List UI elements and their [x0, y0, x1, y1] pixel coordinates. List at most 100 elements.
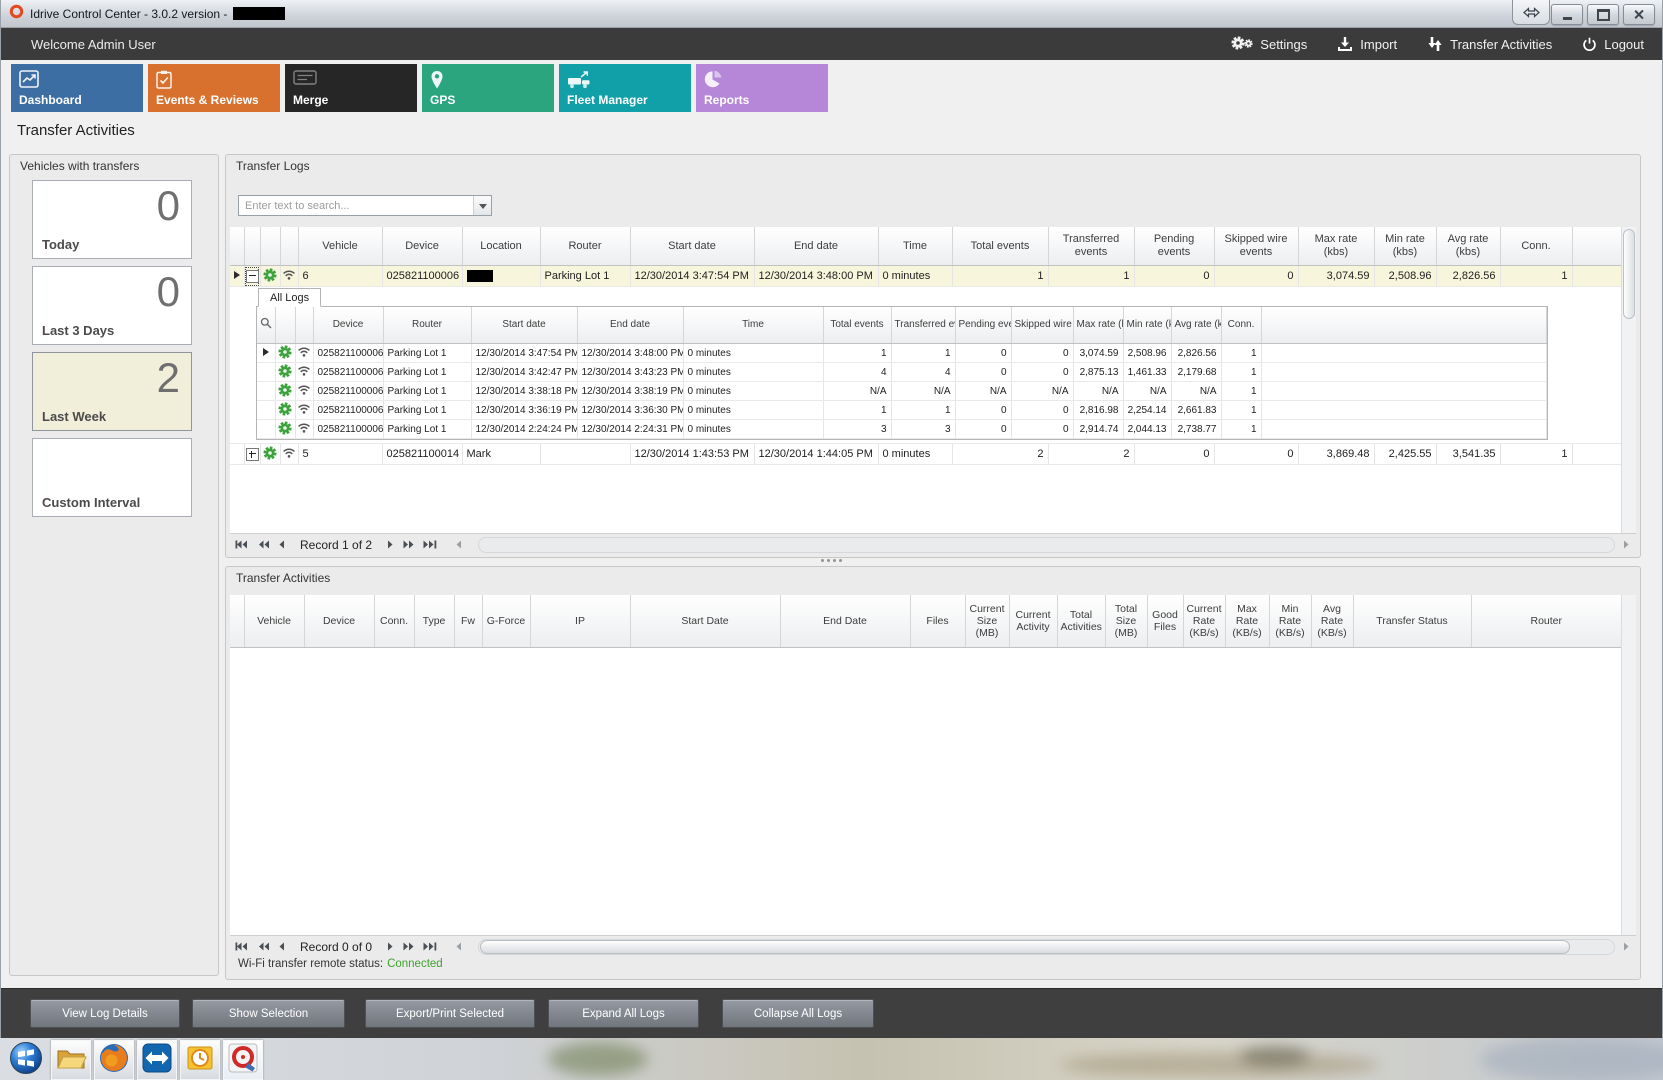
- column-header-total-events[interactable]: Total events: [823, 307, 892, 344]
- column-header-avg-rate-kb-s-[interactable]: Avg Rate (KB/s): [1311, 595, 1354, 648]
- activities-vertical-scrollbar[interactable]: [1621, 595, 1636, 935]
- activities-pager-horizontal-scrollbar[interactable]: [478, 938, 1615, 955]
- tab-fleet-manager[interactable]: Fleet Manager: [559, 64, 691, 112]
- empty-header[interactable]: [244, 227, 261, 266]
- all-logs-row[interactable]: 025821100006 Parking Lot 1 12/30/2014 3:36…: [257, 400, 1547, 420]
- import-button[interactable]: Import: [1337, 36, 1397, 52]
- column-header-skipped-wire-events[interactable]: Skipped wire events: [1214, 227, 1299, 266]
- tab-reports[interactable]: Reports: [696, 64, 828, 112]
- transfer-log-row[interactable]: 6 025821100006 Parking Lot 1 12/30/2014 3:4…: [230, 265, 1622, 287]
- column-header-good-files[interactable]: Good Files: [1147, 595, 1184, 648]
- column-header-device[interactable]: Device: [304, 595, 375, 648]
- column-header-max-rate-kb-s-[interactable]: Max Rate (KB/s): [1225, 595, 1270, 648]
- empty-header[interactable]: [295, 307, 314, 344]
- column-header-time[interactable]: Time: [683, 307, 824, 344]
- settings-button[interactable]: Settings: [1231, 35, 1307, 53]
- logs-pager-next-button[interactable]: [386, 540, 395, 549]
- column-header-vehicle[interactable]: Vehicle: [298, 227, 383, 266]
- column-header-fw[interactable]: Fw: [454, 595, 483, 648]
- activities-pager-scroll-right-button[interactable]: [1622, 942, 1631, 951]
- expand-collapse-button[interactable]: [244, 265, 261, 287]
- column-header-start-date[interactable]: Start date: [630, 227, 755, 266]
- expand-collapse-button[interactable]: [244, 443, 261, 465]
- column-header-device[interactable]: Device: [382, 227, 463, 266]
- column-header-end-date[interactable]: End date: [577, 307, 684, 344]
- column-header-current-size-mb-[interactable]: Current Size (MB): [965, 595, 1010, 648]
- firefox-taskbar-button[interactable]: [94, 1040, 134, 1080]
- expand-icon[interactable]: [245, 447, 259, 461]
- column-header-total-size-mb-[interactable]: Total Size (MB): [1105, 595, 1148, 648]
- all-logs-row[interactable]: 025821100006 Parking Lot 1 12/30/2014 3:38…: [257, 381, 1547, 401]
- activities-pager-next-page-button[interactable]: [402, 942, 415, 951]
- tab-gps[interactable]: GPS: [422, 64, 554, 112]
- activities-pager-prev-page-button[interactable]: [257, 942, 270, 951]
- column-header-type[interactable]: Type: [414, 595, 455, 648]
- grid-search-header[interactable]: [257, 307, 276, 344]
- interval-card-today[interactable]: 0 Today: [32, 180, 192, 259]
- tab-events-reviews[interactable]: Events & Reviews: [148, 64, 280, 112]
- column-header-skipped-wire-events[interactable]: Skipped wire events: [1011, 307, 1074, 344]
- column-header-device[interactable]: Device: [313, 307, 384, 344]
- teamviewer-taskbar-button[interactable]: [137, 1040, 177, 1080]
- empty-header[interactable]: [1572, 227, 1622, 266]
- logs-pager-horizontal-scrollbar[interactable]: [478, 536, 1615, 553]
- tab-merge[interactable]: Merge: [285, 64, 417, 112]
- interval-card-custom-interval[interactable]: Custom Interval: [32, 438, 192, 517]
- column-header-transferred-events[interactable]: Transferred events: [891, 307, 956, 344]
- activities-pager-prev-button[interactable]: [277, 942, 286, 951]
- column-header-end-date[interactable]: End date: [754, 227, 879, 266]
- logout-button[interactable]: Logout: [1582, 37, 1644, 52]
- activities-pager-next-button[interactable]: [386, 942, 395, 951]
- column-header-pending-events[interactable]: Pending events: [955, 307, 1012, 344]
- empty-header[interactable]: [230, 227, 245, 266]
- empty-header[interactable]: [280, 227, 299, 266]
- column-header-router[interactable]: Router: [540, 227, 631, 266]
- column-header-total-events[interactable]: Total events: [952, 227, 1049, 266]
- column-header-avg-rate-kbs-[interactable]: Avg rate (kbs): [1171, 307, 1222, 344]
- export-print-selected-button[interactable]: Export/Print Selected: [365, 999, 535, 1028]
- activities-pager-scroll-left-button[interactable]: [454, 942, 463, 951]
- column-header-g-force[interactable]: G-Force: [482, 595, 531, 648]
- search-dropdown-button[interactable]: [473, 196, 491, 215]
- transfer-activities-button[interactable]: Transfer Activities: [1427, 36, 1552, 52]
- view-log-details-button[interactable]: View Log Details: [30, 999, 180, 1028]
- column-header-ip[interactable]: IP: [530, 595, 631, 648]
- column-header-min-rate-kb-s-[interactable]: Min Rate (KB/s): [1269, 595, 1312, 648]
- logs-pager-scroll-left-button[interactable]: [454, 540, 463, 549]
- activities-pager-last-button[interactable]: [422, 942, 437, 951]
- file-explorer-taskbar-button[interactable]: [51, 1040, 91, 1080]
- all-logs-row[interactable]: 025821100006 Parking Lot 1 12/30/2014 3:47…: [257, 343, 1547, 363]
- show-selection-button[interactable]: Show Selection: [192, 999, 345, 1028]
- column-header-conn-[interactable]: Conn.: [1221, 307, 1262, 344]
- expand-all-logs-button[interactable]: Expand All Logs: [548, 999, 699, 1028]
- column-header-pending-events[interactable]: Pending events: [1134, 227, 1215, 266]
- logs-pager-first-button[interactable]: [235, 540, 250, 549]
- all-logs-row[interactable]: 025821100006 Parking Lot 1 12/30/2014 3:42…: [257, 362, 1547, 382]
- interval-card-last-3-days[interactable]: 0 Last 3 Days: [32, 266, 192, 345]
- logs-pager-scroll-right-button[interactable]: [1622, 540, 1631, 549]
- windows-start-button[interactable]: [4, 1040, 48, 1080]
- maximize-button[interactable]: [1587, 4, 1619, 25]
- title-bar[interactable]: Idrive Control Center - 3.0.2 version -: [1, 0, 1662, 28]
- column-header-files[interactable]: Files: [910, 595, 966, 648]
- transfer-log-row[interactable]: 5 025821100014 Mark 12/30/2014 1:43:53 PM 12…: [230, 443, 1622, 465]
- logs-pager-last-button[interactable]: [422, 540, 437, 549]
- all-logs-tab[interactable]: All Logs: [258, 288, 322, 307]
- column-header-conn-[interactable]: Conn.: [1500, 227, 1573, 266]
- logs-pager-prev-button[interactable]: [277, 540, 286, 549]
- teamviewer-panel-button[interactable]: [1512, 0, 1550, 25]
- column-header-start-date[interactable]: Start Date: [630, 595, 781, 648]
- collapse-icon[interactable]: [245, 269, 259, 283]
- column-header-router[interactable]: Router: [383, 307, 472, 344]
- column-header-conn-[interactable]: Conn.: [374, 595, 415, 648]
- empty-header[interactable]: [275, 307, 296, 344]
- close-button[interactable]: [1623, 4, 1655, 25]
- column-header-current-activity[interactable]: Current Activity: [1009, 595, 1058, 648]
- column-header-current-rate-kb-s-[interactable]: Current Rate (KB/s): [1183, 595, 1226, 648]
- column-header-max-rate-kbs-[interactable]: Max rate (kbs): [1073, 307, 1124, 344]
- outlook-taskbar-button[interactable]: [180, 1040, 220, 1080]
- column-header-min-rate-kbs-[interactable]: Min rate (kbs): [1374, 227, 1437, 266]
- empty-header[interactable]: [260, 227, 281, 266]
- all-logs-row[interactable]: 025821100006 Parking Lot 1 12/30/2014 2:24…: [257, 419, 1547, 439]
- logs-vertical-scrollbar-thumb[interactable]: [1623, 229, 1635, 319]
